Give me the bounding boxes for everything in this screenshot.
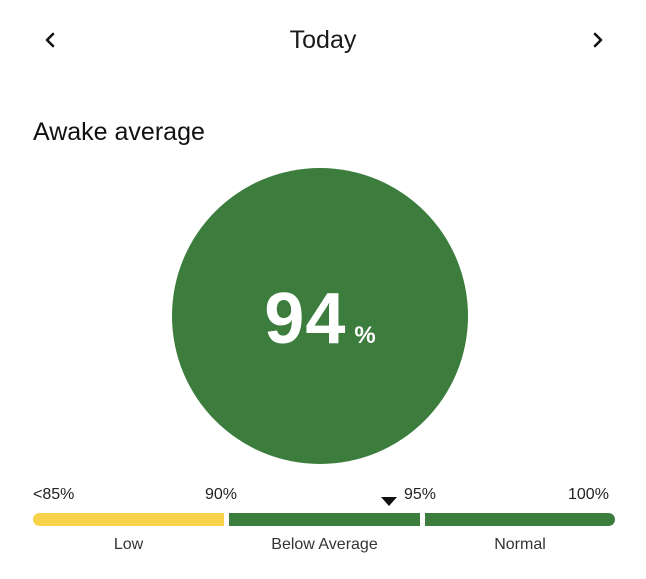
tick-label-95: 95% — [404, 486, 437, 503]
chevron-left-icon — [45, 32, 55, 48]
tick-label-min: <85% — [33, 486, 75, 503]
zone-bar-normal — [425, 513, 615, 526]
next-day-button[interactable] — [580, 22, 616, 58]
gauge-readout: 94 % — [264, 283, 375, 355]
chevron-right-icon — [593, 32, 603, 48]
zone-label-low: Low — [113, 536, 144, 553]
gauge-unit: % — [354, 322, 376, 349]
zone-bar-below-average — [229, 513, 420, 526]
current-value-marker — [381, 497, 397, 506]
header-bar: Today — [0, 0, 646, 80]
section-title: Awake average — [33, 118, 205, 146]
zone-label-below-average: Below Average — [271, 536, 378, 553]
tick-label-100: 100% — [568, 486, 609, 503]
gauge-value: 94 — [264, 279, 347, 359]
previous-day-button[interactable] — [32, 22, 68, 58]
awake-average-gauge: 94 % — [172, 168, 468, 464]
zone-label-normal: Normal — [494, 536, 546, 553]
page-title: Today — [289, 26, 357, 54]
zone-bar-low — [33, 513, 224, 526]
tick-label-90: 90% — [205, 486, 238, 503]
